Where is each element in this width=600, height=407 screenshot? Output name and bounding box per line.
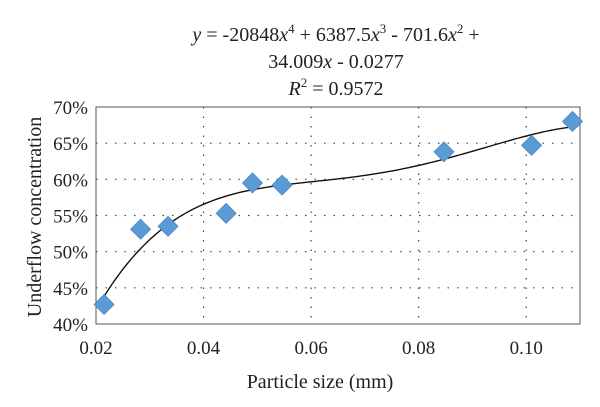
x-axis-label: Particle size (mm) — [247, 371, 394, 393]
x-tick-label: 0.08 — [402, 338, 435, 359]
y-tick-label: 45% — [53, 279, 88, 300]
data-point-2 — [157, 215, 179, 237]
y-tick-label: 50% — [53, 243, 88, 264]
trendline-equation-line2: 34.009x - 0.0277 — [268, 51, 404, 73]
y-tick-label: 65% — [53, 134, 88, 155]
y-tick-labels: 40% 45% 50% 55% 60% 65% 70% — [53, 98, 88, 336]
y-tick-label: 55% — [53, 207, 88, 228]
data-points — [93, 110, 584, 316]
y-tick-label: 40% — [53, 315, 88, 336]
grid — [96, 107, 580, 324]
x-tick-label: 0.10 — [510, 338, 543, 359]
data-point-5 — [271, 174, 293, 196]
data-point-7 — [521, 134, 543, 156]
y-tick-label: 60% — [53, 170, 88, 191]
data-point-0 — [93, 293, 115, 316]
y-axis-label: Underflow concentration — [24, 117, 46, 317]
data-point-4 — [241, 172, 264, 194]
x-tick-label: 0.06 — [294, 338, 327, 359]
x-tick-labels: 0.02 0.04 0.06 0.08 0.10 — [79, 338, 542, 359]
y-tick-label: 70% — [53, 98, 88, 119]
data-point-3 — [215, 202, 237, 224]
data-point-6 — [433, 141, 455, 163]
r-squared-label: R2 = 0.9572 — [288, 75, 384, 100]
x-tick-label: 0.02 — [79, 338, 112, 359]
trendline-equation-line1: y = -20848x4 + 6387.5x3 - 701.6x2 + — [190, 21, 479, 46]
data-point-8 — [561, 110, 584, 133]
plot-area — [95, 106, 581, 325]
trendline — [103, 126, 573, 297]
data-point-1 — [130, 218, 152, 240]
x-tick-label: 0.04 — [187, 338, 221, 359]
